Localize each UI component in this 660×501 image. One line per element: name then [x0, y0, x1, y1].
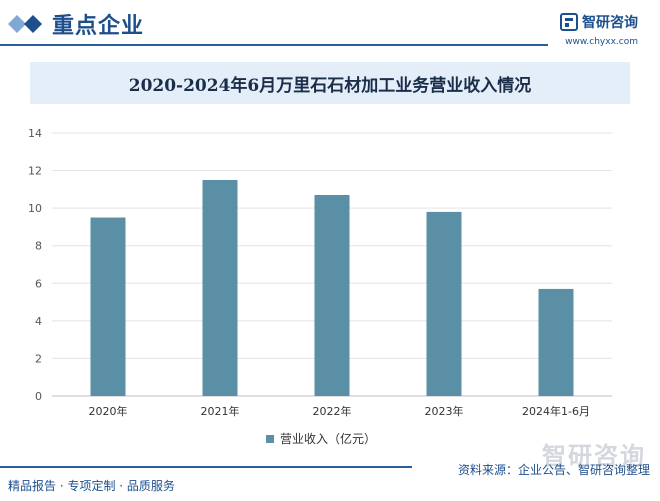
- x-tick-label: 2022年: [313, 404, 352, 418]
- bar: [90, 217, 126, 396]
- data-source: 资料来源：企业公告、智研咨询整理: [457, 463, 650, 477]
- footer-divider: [0, 466, 412, 468]
- x-tick-label: 2023年: [425, 404, 464, 418]
- brand: 智研咨询: [560, 12, 638, 32]
- brand-logo-icon: [560, 13, 578, 31]
- header-divider: [0, 44, 548, 46]
- watermark-logo: 智研咨询: [542, 442, 646, 470]
- x-tick-label: 2024年1-6月: [522, 404, 590, 418]
- chart-title-band: 2020-2024年6月万里石石材加工业务营业收入情况: [30, 62, 630, 104]
- bar: [426, 211, 462, 396]
- y-tick-label: 14: [28, 127, 42, 140]
- y-tick-label: 8: [35, 240, 42, 253]
- legend-swatch: [266, 434, 274, 443]
- header: 重点企业 智研咨询 www.chyxx.com: [0, 0, 660, 50]
- y-tick-label: 4: [35, 315, 42, 328]
- footer-tagline: 精品报告 · 专项定制 · 品质服务: [8, 479, 175, 493]
- x-tick-label: 2021年: [201, 404, 240, 418]
- y-tick-label: 12: [28, 165, 42, 178]
- bar: [202, 179, 238, 396]
- y-tick-label: 10: [28, 202, 42, 215]
- diamond-bullet-icon: [8, 15, 42, 33]
- brand-url: www.chyxx.com: [565, 37, 638, 47]
- bar: [314, 194, 350, 396]
- brand-name: 智研咨询: [582, 15, 638, 31]
- chart-title: 2020-2024年6月万里石石材加工业务营业收入情况: [128, 75, 532, 96]
- y-tick-label: 6: [35, 277, 42, 290]
- legend: 营业收入（亿元）: [266, 430, 376, 447]
- legend-label: 营业收入（亿元）: [280, 432, 377, 446]
- y-tick-label: 2: [35, 352, 42, 365]
- bar: [538, 288, 574, 396]
- y-tick-label: 0: [35, 390, 42, 403]
- section-title: 重点企业: [52, 13, 145, 39]
- x-tick-label: 2020年: [89, 404, 128, 418]
